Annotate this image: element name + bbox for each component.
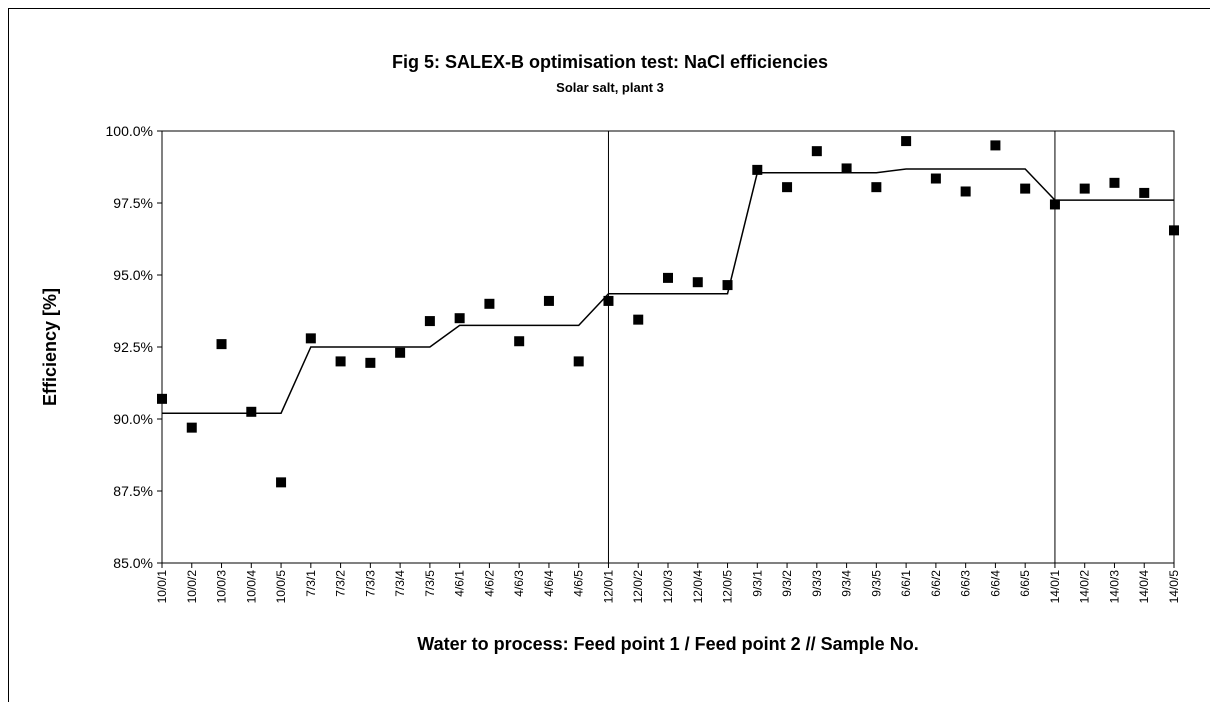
point [335,356,346,367]
point [1109,177,1120,188]
x-tick-label: 14/0/3 [1107,570,1121,604]
point [633,314,644,325]
point [157,393,167,404]
y-tick-label: 85.0% [113,555,153,571]
chart-subtitle: Solar salt, plant 3 [556,80,664,95]
x-tick-label: 12/0/3 [661,570,675,604]
point [811,146,822,157]
point [573,356,584,367]
point [1169,225,1179,236]
x-tick-label: 12/0/5 [721,570,735,604]
point [246,406,257,417]
line [162,168,1174,414]
x-tick-label: 10/0/2 [185,570,199,604]
x-tick-label: 7/3/3 [363,570,377,597]
x-tick-label: 4/6/3 [512,570,526,597]
y-axis-label: Efficiency [%] [40,288,60,406]
point [960,186,971,197]
x-tick-label: 7/3/4 [393,570,407,597]
x-tick-label: 6/6/3 [959,570,973,597]
point [692,277,703,288]
point [216,339,227,350]
y-tick-label: 90.0% [113,411,153,427]
x-tick-label: 12/0/4 [691,570,705,604]
point [722,280,733,291]
x-tick-label: 4/6/2 [482,570,496,597]
y-tick-label: 95.0% [113,267,153,283]
x-tick-label: 14/0/5 [1167,570,1181,604]
point [1079,183,1090,194]
x-tick-label: 7/3/2 [334,570,348,597]
x-tick-label: 9/3/4 [840,570,854,597]
x-tick-label: 10/0/5 [274,570,288,604]
point [305,333,316,344]
x-tick-label: 6/6/4 [988,570,1002,597]
x-tick-label: 9/3/3 [810,570,824,597]
y-tick-label: 92.5% [113,339,153,355]
x-tick-label: 4/6/1 [453,570,467,597]
point [1139,187,1150,198]
chart-title: Fig 5: SALEX-B optimisation test: NaCl e… [392,52,828,72]
x-tick-label: 9/3/2 [780,570,794,597]
point [514,336,525,347]
point [990,140,1001,151]
point [782,182,793,193]
point [871,182,882,193]
x-tick-label: 4/6/4 [542,570,556,597]
x-tick-label: 10/0/1 [155,570,169,604]
x-tick-label: 9/3/5 [869,570,883,597]
x-tick-label: 6/6/5 [1018,570,1032,597]
point [186,422,197,433]
x-tick-label: 14/0/4 [1137,570,1151,604]
point [395,347,406,358]
point [276,477,287,488]
point [841,163,852,174]
point [424,316,435,327]
y-tick-label: 97.5% [113,195,153,211]
x-tick-label: 4/6/5 [572,570,586,597]
x-tick-label: 6/6/2 [929,570,943,597]
x-tick-label: 14/0/1 [1048,570,1062,604]
point [663,272,673,283]
x-tick-label: 10/0/4 [244,570,258,604]
x-tick-label: 10/0/3 [215,570,229,604]
x-tick-label: 7/3/5 [423,570,437,597]
point [1020,183,1031,194]
y-tick-label: 100.0% [106,123,153,139]
point [365,357,376,368]
x-tick-label: 9/3/1 [750,570,764,597]
point [454,313,465,324]
point [930,173,941,184]
x-tick-label: 12/0/2 [631,570,645,604]
x-tick-label: 6/6/1 [899,570,913,597]
x-tick-label: 7/3/1 [304,570,318,597]
x-tick-label: 12/0/1 [601,570,615,604]
x-axis-label: Water to process: Feed point 1 / Feed po… [417,634,918,654]
point [603,295,614,306]
point [1049,199,1060,210]
y-tick-label: 87.5% [113,483,153,499]
point [901,136,912,147]
point [752,164,763,175]
point [543,295,554,306]
frame [8,8,1210,702]
x-tick-label: 14/0/2 [1078,570,1092,604]
point [484,298,495,309]
